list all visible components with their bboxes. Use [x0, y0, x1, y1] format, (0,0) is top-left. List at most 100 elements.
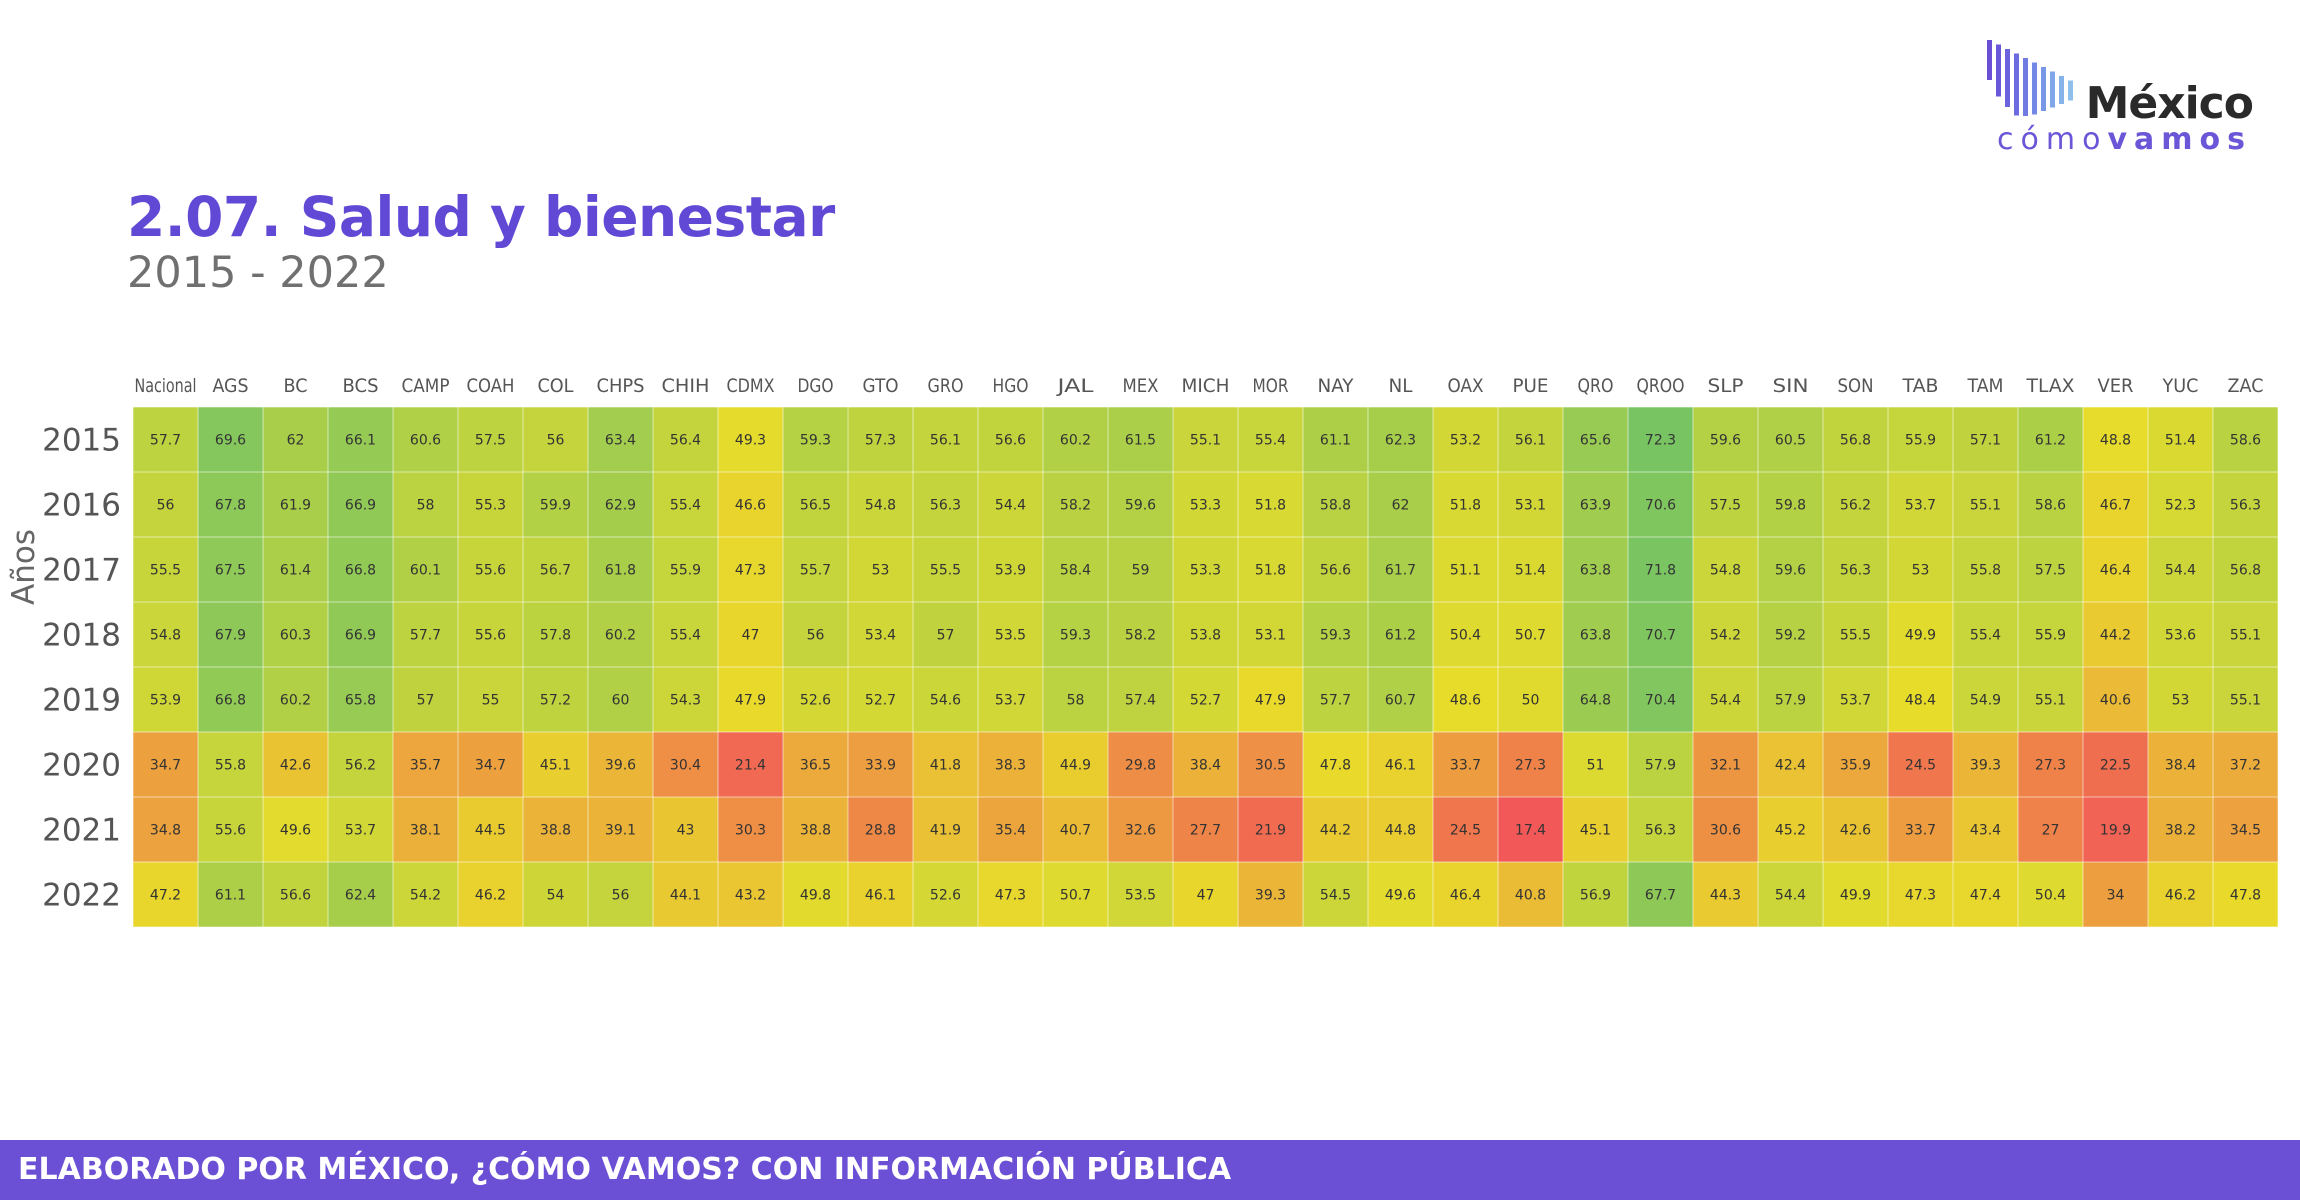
heatmap-cell — [328, 667, 393, 732]
heatmap-cell — [1368, 537, 1433, 602]
heatmap-value-label: 59.3 — [800, 433, 831, 449]
logo-bar — [2050, 71, 2055, 108]
heatmap-value-label: 46.6 — [735, 498, 766, 514]
heatmap-cell — [848, 667, 913, 732]
heatmap-value-label: 66.9 — [345, 628, 376, 644]
heatmap-cell — [1303, 732, 1368, 797]
logo-bar — [2059, 76, 2064, 104]
heatmap-value-label: 61.7 — [1385, 563, 1416, 579]
heatmap-cell — [1433, 862, 1498, 927]
heatmap-grid — [132, 406, 2283, 928]
heatmap-cell — [653, 797, 718, 862]
heatmap-cell — [1888, 407, 1953, 472]
heatmap-cell — [1108, 602, 1173, 667]
heatmap-cell — [458, 667, 523, 732]
heatmap-cell — [2083, 407, 2148, 472]
heatmap-value-label: 56.2 — [1840, 498, 1871, 514]
logo-tagline-part2: vamos — [2107, 122, 2252, 157]
heatmap-cell — [1433, 602, 1498, 667]
heatmap-cell — [198, 472, 263, 537]
heatmap-cell — [458, 472, 523, 537]
heatmap-cell — [393, 407, 458, 472]
heatmap-cell — [978, 862, 1043, 927]
logo-wordmark: México — [2085, 78, 2254, 129]
heatmap-cell — [1563, 862, 1628, 927]
heatmap-value-label: 40.7 — [1060, 823, 1091, 839]
heatmap-value-label: 55.6 — [215, 823, 246, 839]
heatmap-cell — [1758, 472, 1823, 537]
heatmap-value-label: 21.9 — [1255, 823, 1286, 839]
heatmap-cell — [1498, 537, 1563, 602]
heatmap-cell — [1238, 407, 1303, 472]
heatmap-cell — [263, 732, 328, 797]
heatmap-value-label: 44.9 — [1060, 758, 1091, 774]
heatmap-cell — [1108, 862, 1173, 927]
heatmap-cell — [1823, 732, 1888, 797]
heatmap-cell — [1173, 472, 1238, 537]
heatmap-cell — [1888, 732, 1953, 797]
heatmap-value-label: 54.8 — [1710, 563, 1741, 579]
heatmap-value-label: 27.3 — [1515, 758, 1546, 774]
heatmap-cell — [848, 862, 913, 927]
heatmap-value-label: 60.2 — [605, 628, 636, 644]
heatmap-value-label: 41.9 — [930, 823, 961, 839]
heatmap-cell — [1758, 602, 1823, 667]
heatmap-value-label: 55.5 — [1840, 628, 1871, 644]
heatmap-cell — [1563, 602, 1628, 667]
heatmap-cell — [133, 537, 198, 602]
heatmap-cell — [718, 537, 783, 602]
heatmap-cell — [1433, 537, 1498, 602]
heatmap-cell — [1823, 797, 1888, 862]
heatmap-value-label: 49.9 — [1840, 888, 1871, 904]
heatmap-cell — [1368, 862, 1433, 927]
heatmap-value-label: 54.2 — [410, 888, 441, 904]
column-label: OAX — [1448, 375, 1484, 397]
heatmap-value-label: 46.1 — [1385, 758, 1416, 774]
heatmap-cell — [2148, 732, 2213, 797]
heatmap-value-label: 50.4 — [2035, 888, 2066, 904]
heatmap-value-label: 55.4 — [1255, 433, 1286, 449]
heatmap-value-label: 27.3 — [2035, 758, 2066, 774]
heatmap-value-label: 46.2 — [475, 888, 506, 904]
heatmap-value-label: 43.2 — [735, 888, 766, 904]
heatmap-value-label: 59.6 — [1775, 563, 1806, 579]
heatmap-value-label: 61.1 — [215, 888, 246, 904]
heatmap-value-label: 65.6 — [1580, 433, 1611, 449]
heatmap-value-label: 52.3 — [2165, 498, 2196, 514]
heatmap-value-label: 32.6 — [1125, 823, 1156, 839]
heatmap-value-label: 49.8 — [800, 888, 831, 904]
heatmap-cell — [1953, 602, 2018, 667]
heatmap-value-label: 53.9 — [995, 563, 1026, 579]
heatmap-value-label: 55.8 — [1970, 563, 2001, 579]
heatmap-value-label: 55.1 — [1970, 498, 2001, 514]
heatmap-value-label: 55.5 — [150, 563, 181, 579]
heatmap-value-label: 57.5 — [2035, 563, 2066, 579]
heatmap-value-label: 72.3 — [1645, 433, 1676, 449]
heatmap-cell — [718, 732, 783, 797]
heatmap-value-label: 57.9 — [1775, 693, 1806, 709]
heatmap-value-label: 44.3 — [1710, 888, 1741, 904]
heatmap-value-label: 58 — [1067, 693, 1085, 709]
heatmap-value-label: 55.9 — [670, 563, 701, 579]
heatmap-value-label: 56.6 — [1320, 563, 1351, 579]
column-label: MOR — [1253, 375, 1289, 397]
heatmap-cell — [2213, 537, 2278, 602]
heatmap-cell — [2213, 667, 2278, 732]
heatmap-cell — [1823, 667, 1888, 732]
heatmap-cell — [913, 407, 978, 472]
heatmap-cell — [133, 602, 198, 667]
heatmap-cell — [328, 862, 393, 927]
heatmap-value-label: 55.6 — [475, 563, 506, 579]
heatmap-cell — [913, 797, 978, 862]
heatmap-value-label: 45.1 — [1580, 823, 1611, 839]
heatmap-cell — [1758, 537, 1823, 602]
heatmap-cell — [653, 667, 718, 732]
heatmap-cell — [1043, 862, 1108, 927]
heatmap-cell — [718, 862, 783, 927]
heatmap-cell — [913, 732, 978, 797]
heatmap-cell — [1043, 407, 1108, 472]
heatmap-value-label: 55.4 — [670, 628, 701, 644]
heatmap-value-label: 35.9 — [1840, 758, 1871, 774]
heatmap-value-label: 47.9 — [735, 693, 766, 709]
